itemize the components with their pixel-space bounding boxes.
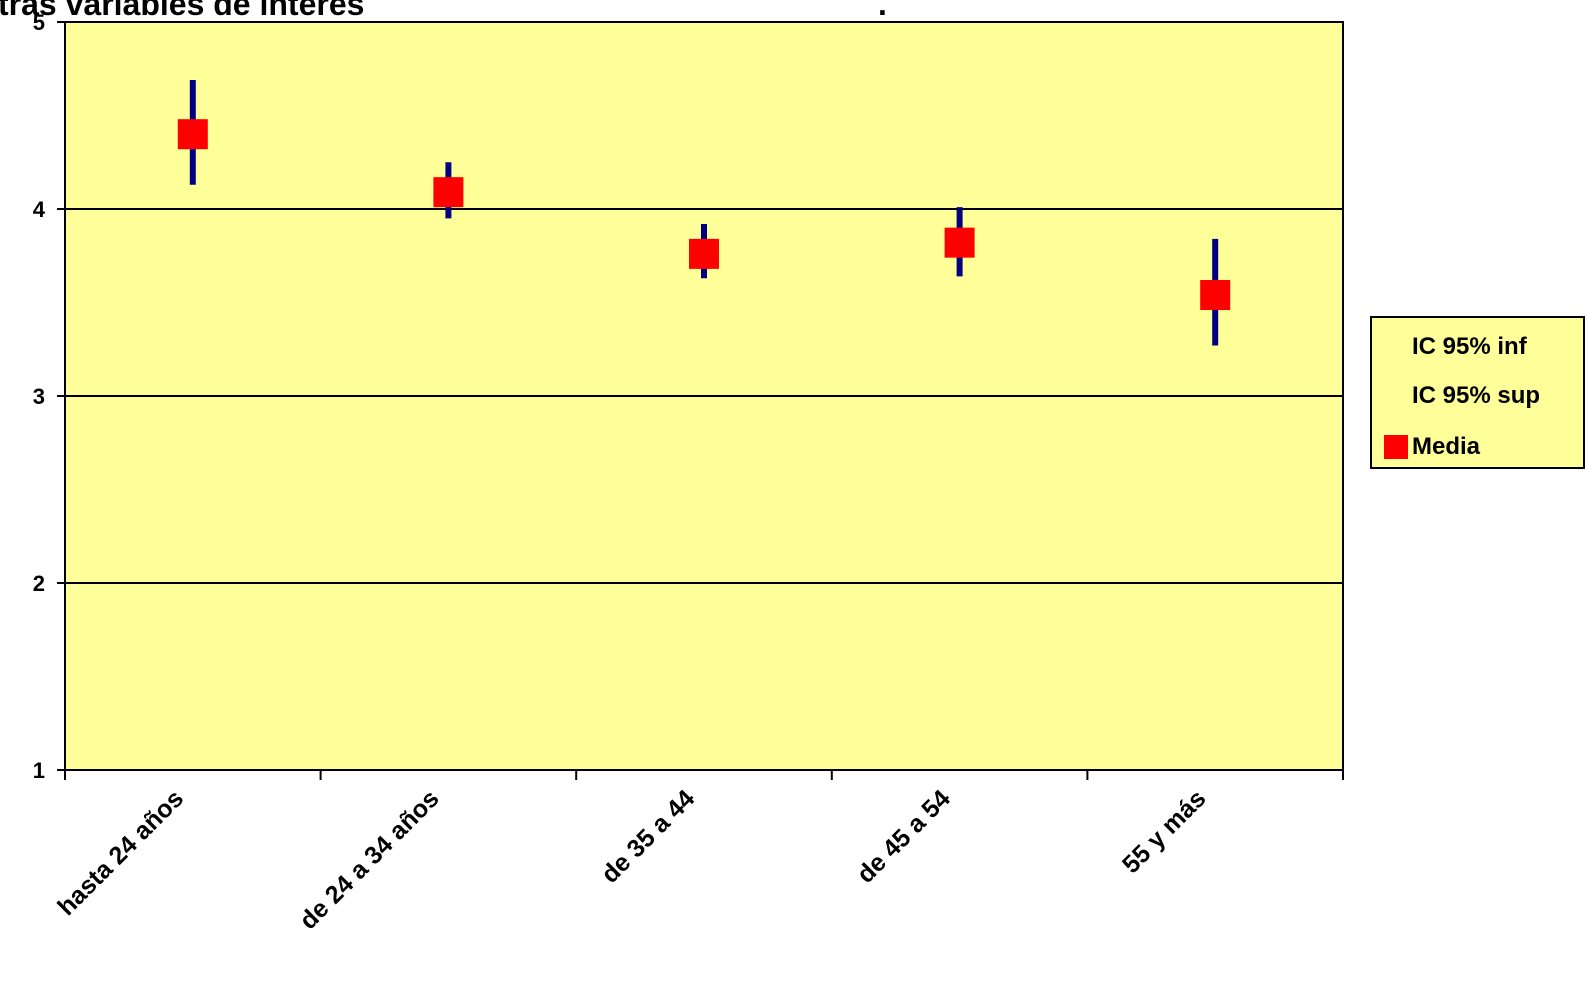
gridlines (65, 208, 1343, 584)
y-tick-label: 3 (33, 384, 45, 409)
y-tick-label: 1 (33, 758, 45, 783)
legend-marker-swatch (1384, 435, 1408, 459)
mean-marker (433, 177, 464, 208)
x-tick-label: de 24 a 34 años (294, 784, 444, 934)
mean-marker (1200, 280, 1231, 311)
y-tick-labels: 1 2 3 4 5 (33, 10, 46, 783)
x-tick-label: de 35 a 44 (596, 784, 700, 888)
legend-label: IC 95% inf (1412, 333, 1527, 360)
y-tick-label: 5 (33, 10, 45, 35)
legend: IC 95% inf IC 95% sup Media (1370, 316, 1585, 469)
legend-item-ic-sup: IC 95% sup (1372, 381, 1540, 411)
chart-title: tras variables de interés (0, 0, 365, 22)
mean-marker (944, 227, 975, 258)
mean-markers (177, 119, 1231, 311)
x-tick-label: hasta 24 años (52, 784, 189, 921)
x-tick-labels: hasta 24 años de 24 a 34 años de 35 a 44 de… (52, 784, 1211, 935)
axes (57, 21, 1344, 780)
y-tick-label: 4 (33, 197, 46, 222)
mean-marker (177, 119, 208, 150)
legend-label: Media (1412, 433, 1481, 460)
legend-item-ic-inf: IC 95% inf (1372, 332, 1527, 362)
mean-marker (689, 238, 719, 269)
y-tick-label: 2 (33, 571, 45, 596)
x-tick-label: de 45 a 54 (852, 784, 956, 888)
legend-label: IC 95% sup (1412, 382, 1541, 409)
chart-title-period: . (878, 0, 887, 22)
x-tick-label: 55 y más (1117, 784, 1211, 878)
legend-item-media: Media (1372, 432, 1480, 462)
